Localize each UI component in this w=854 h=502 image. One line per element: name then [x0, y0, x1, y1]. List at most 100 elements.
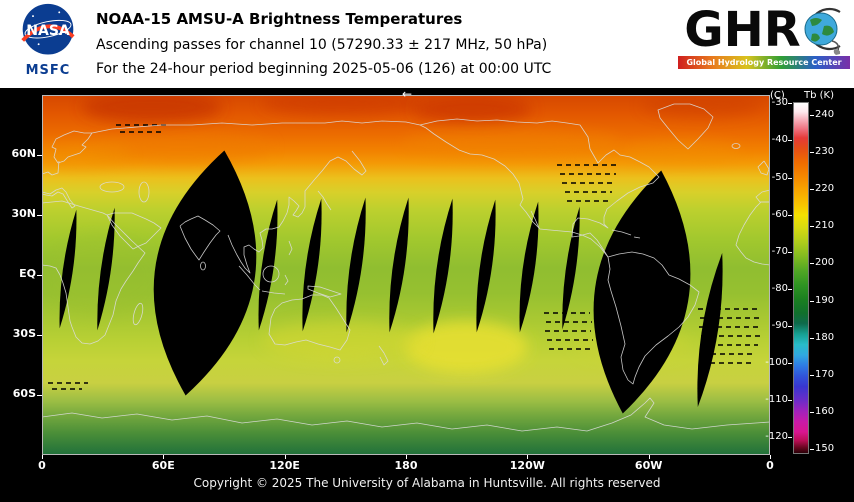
coast-philippines — [288, 240, 293, 256]
coast-java — [261, 290, 286, 295]
lon-axis-tick — [42, 455, 43, 459]
lon-axis-label: 0 — [766, 459, 774, 472]
temperature-blob — [642, 93, 762, 117]
kelvin-tick-label: 230 — [815, 146, 835, 158]
data-gap-swath — [433, 198, 453, 334]
kelvin-tick-mark — [810, 263, 814, 265]
nasa-meatball-icon: NASA — [21, 3, 75, 55]
kelvin-tick-label: 240 — [815, 109, 835, 120]
lat-axis-label: 30S — [12, 327, 36, 340]
celsius-tick-mark — [788, 251, 792, 253]
lon-axis-label: 120E — [269, 459, 300, 472]
celsius-tick-label: -50 — [771, 171, 788, 183]
lat-axis-tick — [37, 275, 42, 276]
data-gap-swath — [697, 252, 723, 408]
lat-axis-label: 30N — [11, 207, 36, 220]
coast-south-america — [607, 251, 700, 385]
coast-iceland — [731, 143, 741, 149]
colorbar-unit-celsius: (C) — [770, 90, 785, 101]
coast-west-europe — [41, 160, 60, 176]
temperature-anomaly-blobs — [32, 91, 762, 373]
lon-axis-label: 60E — [151, 459, 175, 472]
coast-iberia — [755, 189, 771, 203]
colorbar-gradient — [793, 102, 809, 454]
coast-madagascar — [132, 302, 144, 326]
kelvin-tick-label: 210 — [815, 220, 835, 232]
msfc-label: MSFC — [25, 63, 71, 78]
data-gap-swath — [346, 197, 366, 333]
ghrc-tagline: Global Hydrology Resource Center — [678, 56, 850, 69]
coast-australia — [268, 294, 351, 351]
lat-axis-label: 60S — [12, 387, 36, 400]
brightness-temperature-map — [32, 91, 771, 455]
coast-sri-lanka — [200, 261, 206, 271]
coast-sulawesi — [284, 274, 289, 286]
lon-axis-label: 60W — [634, 459, 663, 472]
celsius-tick-label: -110 — [765, 394, 788, 406]
coast-north-america-west — [419, 124, 609, 258]
coast-north-america-east — [419, 118, 660, 258]
temperature-blob — [262, 91, 422, 115]
lat-axis-tick — [37, 215, 42, 216]
celsius-tick-label: -120 — [765, 431, 788, 443]
celsius-tick-mark — [788, 214, 792, 216]
lat-axis-label: EQ — [19, 267, 36, 280]
kelvin-tick-label: 200 — [815, 257, 835, 269]
coastlines — [41, 103, 771, 432]
coast-antarctica — [41, 397, 771, 432]
celsius-tick-mark — [788, 363, 792, 365]
coast-britain — [757, 160, 770, 176]
coast-tasmania — [333, 356, 341, 364]
celsius-tick-label: -60 — [771, 208, 788, 220]
lon-axis-label: 120W — [509, 459, 545, 472]
left-arrow-marker: ← — [402, 87, 413, 101]
data-gap-swath — [153, 150, 257, 396]
data-gap-swath — [389, 197, 409, 333]
ghrc-logo: GHR Global Hydrology Resource Center — [678, 4, 850, 69]
coast-baja — [530, 210, 540, 229]
temperature-blob — [262, 321, 422, 361]
lon-axis-tick — [648, 455, 650, 459]
kelvin-tick-mark — [810, 152, 814, 154]
temperature-blob — [412, 95, 532, 123]
kelvin-tick-mark — [810, 411, 814, 413]
coast-japan — [317, 190, 332, 211]
celsius-tick-mark — [788, 325, 792, 327]
title-block: NOAA-15 AMSU-A Brightness Temperatures A… — [96, 10, 551, 85]
kelvin-tick-label: 190 — [815, 294, 835, 306]
coast-cuba — [611, 229, 632, 236]
celsius-tick-mark — [788, 177, 792, 179]
kelvin-tick-label: 160 — [815, 405, 835, 417]
nasa-wordmark: NASA — [26, 23, 70, 39]
coast-arabia — [106, 212, 162, 250]
celsius-tick-label: -100 — [765, 357, 788, 369]
coast-borneo — [262, 265, 280, 283]
coast-east-asia — [227, 178, 316, 274]
lon-axis-label: 180 — [394, 459, 418, 472]
coast-siberia-arctic — [91, 120, 421, 134]
copyright-text: Copyright © 2025 The University of Alaba… — [193, 476, 661, 490]
celsius-tick-mark — [788, 103, 792, 105]
temperature-blob — [92, 131, 272, 163]
lat-axis-tick — [37, 155, 42, 156]
coast-caspian — [138, 181, 150, 203]
lat-axis-label: 60N — [11, 147, 36, 160]
page-title: NOAA-15 AMSU-A Brightness Temperatures — [96, 10, 463, 28]
coast-mediterranean — [41, 187, 76, 209]
subtitle-channel: Ascending passes for channel 10 (57290.3… — [96, 37, 548, 53]
subtitle-period: For the 24-hour period beginning 2025-05… — [96, 61, 552, 77]
map-area — [32, 91, 771, 455]
celsius-tick-label: -90 — [771, 319, 788, 331]
colorbar-unit-kelvin: Tb (K) — [804, 90, 834, 101]
coast-africa-east — [41, 200, 146, 345]
lon-axis-tick — [284, 455, 286, 459]
header: NASA MSFC NOAA-15 AMSU-A Brightness Temp… — [0, 0, 854, 88]
kelvin-tick-mark — [810, 300, 814, 302]
data-gap-swath — [302, 198, 322, 332]
celsius-tick-label: -40 — [771, 134, 788, 146]
celsius-tick-label: -70 — [771, 245, 788, 257]
lat-axis-tick — [37, 395, 42, 396]
data-gap-swath — [519, 201, 539, 333]
temperature-blob — [82, 91, 222, 123]
